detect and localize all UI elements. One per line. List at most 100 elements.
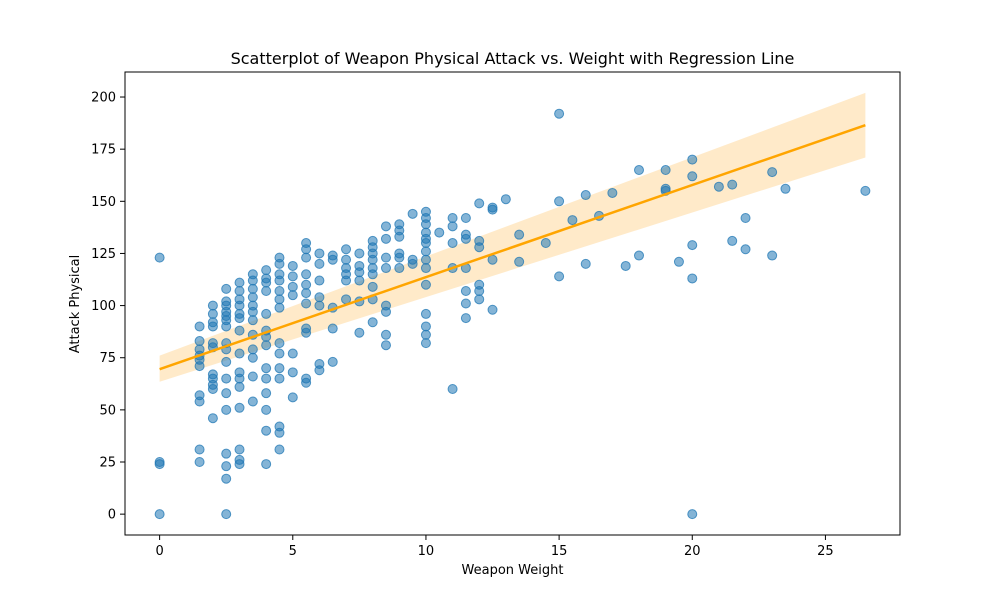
scatter-point	[154, 459, 165, 470]
scatter-point	[301, 327, 312, 338]
scatter-point	[740, 244, 751, 255]
x-tick-label: 5	[289, 544, 297, 559]
scatter-point	[687, 273, 698, 284]
scatter-point	[234, 381, 245, 392]
scatter-point	[234, 373, 245, 384]
scatter-point	[221, 509, 232, 520]
scatter-point	[327, 323, 338, 334]
scatter-point	[301, 279, 312, 290]
scatter-point	[367, 254, 378, 265]
scatter-point	[274, 302, 285, 313]
scatter-point	[234, 313, 245, 324]
scatter-point	[380, 221, 391, 232]
scatter-point	[434, 227, 445, 238]
scatter-point	[194, 336, 205, 347]
scatter-point	[261, 340, 272, 351]
scatter-point	[221, 373, 232, 384]
scatter-point	[314, 365, 325, 376]
chart-title: Scatterplot of Weapon Physical Attack vs…	[231, 49, 795, 68]
scatter-point	[394, 263, 405, 274]
scatter-point	[727, 179, 738, 190]
y-tick-label: 100	[91, 299, 116, 314]
scatter-point	[261, 277, 272, 288]
scatter-point	[554, 108, 565, 119]
plot-area	[124, 71, 901, 536]
scatter-point	[474, 242, 485, 253]
scatter-point	[687, 154, 698, 165]
scatter-point	[234, 285, 245, 296]
scatter-point	[261, 285, 272, 296]
scatter-point	[261, 363, 272, 374]
scatter-point	[367, 281, 378, 292]
scatter-point	[474, 285, 485, 296]
x-tick-label: 0	[155, 544, 163, 559]
y-tick-label: 125	[91, 247, 116, 262]
scatter-point	[154, 252, 165, 263]
scatter-point	[314, 300, 325, 311]
y-tick-label: 0	[108, 508, 116, 523]
scatter-point	[314, 248, 325, 259]
x-axis: 0 5 10 15 20 25	[155, 535, 834, 559]
scatter-point	[394, 231, 405, 242]
scatter-point	[767, 250, 778, 261]
plot-frame	[124, 71, 901, 536]
scatter-point	[727, 235, 738, 246]
scatter-point	[420, 321, 431, 332]
scatter-point	[341, 254, 352, 265]
scatter-point	[234, 459, 245, 470]
scatter-point	[420, 279, 431, 290]
scatter-point	[234, 325, 245, 336]
scatter-point	[247, 352, 258, 363]
scatter-point	[380, 306, 391, 317]
scatter-point	[634, 250, 645, 261]
scatter-point	[460, 212, 471, 223]
scatter-point	[247, 315, 258, 326]
scatter-point	[327, 254, 338, 265]
x-tick-label: 15	[551, 544, 568, 559]
scatter-point	[487, 204, 498, 215]
scatter-point	[301, 244, 312, 255]
scatter-point	[327, 356, 338, 367]
scatter-point	[420, 308, 431, 319]
scatter-point	[500, 194, 511, 205]
scatter-point	[687, 509, 698, 520]
x-axis-label: Weapon Weight	[462, 563, 564, 578]
scatter-point	[274, 294, 285, 305]
y-tick-label: 175	[91, 143, 116, 158]
scatter-point	[420, 246, 431, 257]
scatter-point	[314, 292, 325, 303]
scatter-point	[221, 404, 232, 415]
scatter-point	[221, 388, 232, 399]
scatter-point	[420, 263, 431, 274]
scatter-point	[740, 212, 751, 223]
scatter-point	[261, 373, 272, 384]
scatter-point	[447, 212, 458, 223]
scatter-point	[207, 300, 218, 311]
scatter-point	[287, 367, 298, 378]
scatter-point	[474, 198, 485, 209]
y-tick-label: 200	[91, 91, 116, 106]
scatter-point	[287, 348, 298, 359]
y-axis-label: Attack Physical	[68, 255, 83, 354]
scatter-point	[207, 321, 218, 332]
scatter-point	[261, 404, 272, 415]
scatter-point	[261, 388, 272, 399]
scatter-point	[447, 238, 458, 249]
scatter-point	[301, 252, 312, 263]
scatter-point	[261, 265, 272, 276]
scatter-point	[567, 215, 578, 226]
scatter-point	[554, 196, 565, 207]
y-tick-label: 75	[99, 351, 116, 366]
scatter-point	[514, 229, 525, 240]
scatter-point	[274, 285, 285, 296]
scatter-point	[274, 363, 285, 374]
scatter-point	[607, 187, 618, 198]
scatter-point	[540, 238, 551, 249]
scatter-point	[367, 317, 378, 328]
scatter-point	[261, 425, 272, 436]
scatter-point	[407, 208, 418, 219]
scatter-point	[420, 219, 431, 230]
scatter-point	[354, 275, 365, 286]
scatter-point	[287, 260, 298, 271]
scatter-point	[460, 233, 471, 244]
